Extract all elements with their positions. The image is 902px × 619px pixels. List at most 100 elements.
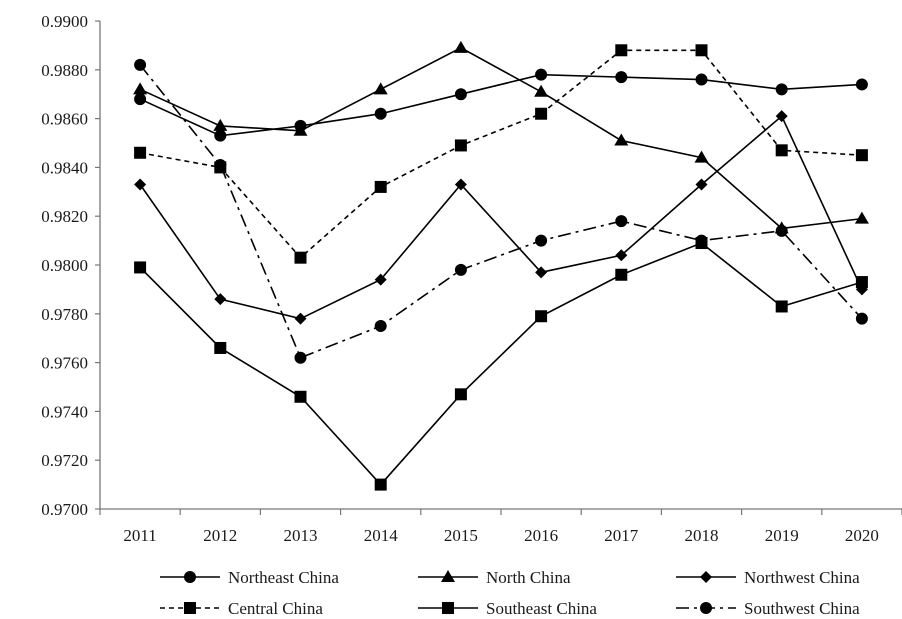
legend-swatch-marker <box>700 602 712 614</box>
data-point <box>374 478 387 491</box>
data-point <box>374 180 387 193</box>
data-point <box>454 388 467 401</box>
data-point <box>775 110 788 123</box>
data-point <box>214 293 227 306</box>
data-point <box>535 68 548 81</box>
data-point <box>695 44 708 57</box>
y-tick-label: 0.9800 <box>41 256 88 275</box>
series-line <box>139 114 863 320</box>
x-tick-label: 2020 <box>845 526 879 545</box>
x-tick-label: 2016 <box>524 526 558 545</box>
data-point <box>373 82 388 95</box>
data-point <box>535 310 548 323</box>
legend-swatch-marker <box>442 602 454 614</box>
y-tick-label: 0.9700 <box>41 500 88 519</box>
legend: Northeast China North China Northwest Chin… <box>160 568 860 618</box>
y-tick-label: 0.9860 <box>41 110 88 129</box>
y-tick-label: 0.9760 <box>41 354 88 373</box>
data-point <box>775 224 788 237</box>
data-point <box>775 144 788 157</box>
data-point <box>454 178 467 191</box>
legend-swatch-marker <box>184 571 196 583</box>
series-southeast-china <box>134 237 868 491</box>
series-central-china <box>134 44 868 264</box>
data-point <box>214 341 227 354</box>
data-point <box>294 251 307 264</box>
data-point <box>374 107 387 120</box>
y-tick-label: 0.9900 <box>41 12 88 31</box>
data-point <box>134 146 147 159</box>
data-point <box>775 300 788 313</box>
data-point <box>855 312 868 325</box>
data-point <box>855 149 868 162</box>
legend-item: North China <box>418 568 571 587</box>
data-point <box>214 129 227 142</box>
data-point <box>134 261 147 274</box>
legend-label: Central China <box>228 599 323 618</box>
x-tick-label: 2019 <box>765 526 799 545</box>
data-point <box>855 276 868 289</box>
data-point <box>695 234 708 247</box>
data-point <box>294 390 307 403</box>
data-point <box>615 44 628 57</box>
data-point <box>374 273 387 286</box>
data-point <box>615 71 628 84</box>
data-point <box>133 82 148 95</box>
data-point <box>854 211 869 224</box>
legend-item: Central China <box>160 599 323 618</box>
series-layer <box>133 40 869 491</box>
x-tick-label: 2015 <box>444 526 478 545</box>
series-southwest-china <box>134 58 868 364</box>
data-point <box>134 93 147 106</box>
legend-item: Northwest China <box>676 568 860 587</box>
series-northeast-china <box>134 68 868 142</box>
data-point <box>615 249 628 262</box>
legend-swatch-marker <box>700 571 712 583</box>
x-tick-label: 2018 <box>685 526 719 545</box>
data-point <box>615 215 628 228</box>
data-point <box>134 58 147 71</box>
data-point <box>534 84 549 97</box>
legend-item: Northeast China <box>160 568 339 587</box>
series-line <box>139 64 863 359</box>
series-line <box>139 73 862 137</box>
data-point <box>454 263 467 276</box>
y-tick-label: 0.9840 <box>41 158 88 177</box>
series-north-china <box>133 40 869 234</box>
series-line <box>139 46 862 230</box>
data-point <box>614 133 629 146</box>
x-tick-label: 2011 <box>123 526 156 545</box>
chart-axes: 0.9700 0.9720 0.9740 0.9760 0.9780 0.9800 0.98… <box>41 12 902 545</box>
series-line <box>139 242 863 486</box>
data-point <box>695 178 708 191</box>
x-tick-label: 2013 <box>284 526 318 545</box>
data-point <box>454 139 467 152</box>
data-point <box>213 118 228 131</box>
x-tick-label: 2014 <box>364 526 399 545</box>
data-point <box>695 73 708 86</box>
legend-item: Southeast China <box>418 599 597 618</box>
legend-label: Southwest China <box>744 599 860 618</box>
data-point <box>535 107 548 120</box>
y-tick-label: 0.9780 <box>41 305 88 324</box>
data-point <box>615 268 628 281</box>
data-point <box>775 83 788 96</box>
data-point <box>294 312 307 325</box>
x-tick-label: 2017 <box>604 526 639 545</box>
y-tick-label: 0.9720 <box>41 451 88 470</box>
legend-label: Northwest China <box>744 568 860 587</box>
legend-label: North China <box>486 568 571 587</box>
data-point <box>294 351 307 364</box>
data-point <box>214 158 227 171</box>
data-point <box>454 88 467 101</box>
data-point <box>453 40 468 53</box>
data-point <box>855 78 868 91</box>
data-point <box>134 178 147 191</box>
y-tick-label: 0.9740 <box>41 402 88 421</box>
legend-label: Northeast China <box>228 568 339 587</box>
data-point <box>535 234 548 247</box>
data-point <box>535 266 548 279</box>
y-tick-label: 0.9880 <box>41 61 88 80</box>
data-point <box>293 123 308 136</box>
